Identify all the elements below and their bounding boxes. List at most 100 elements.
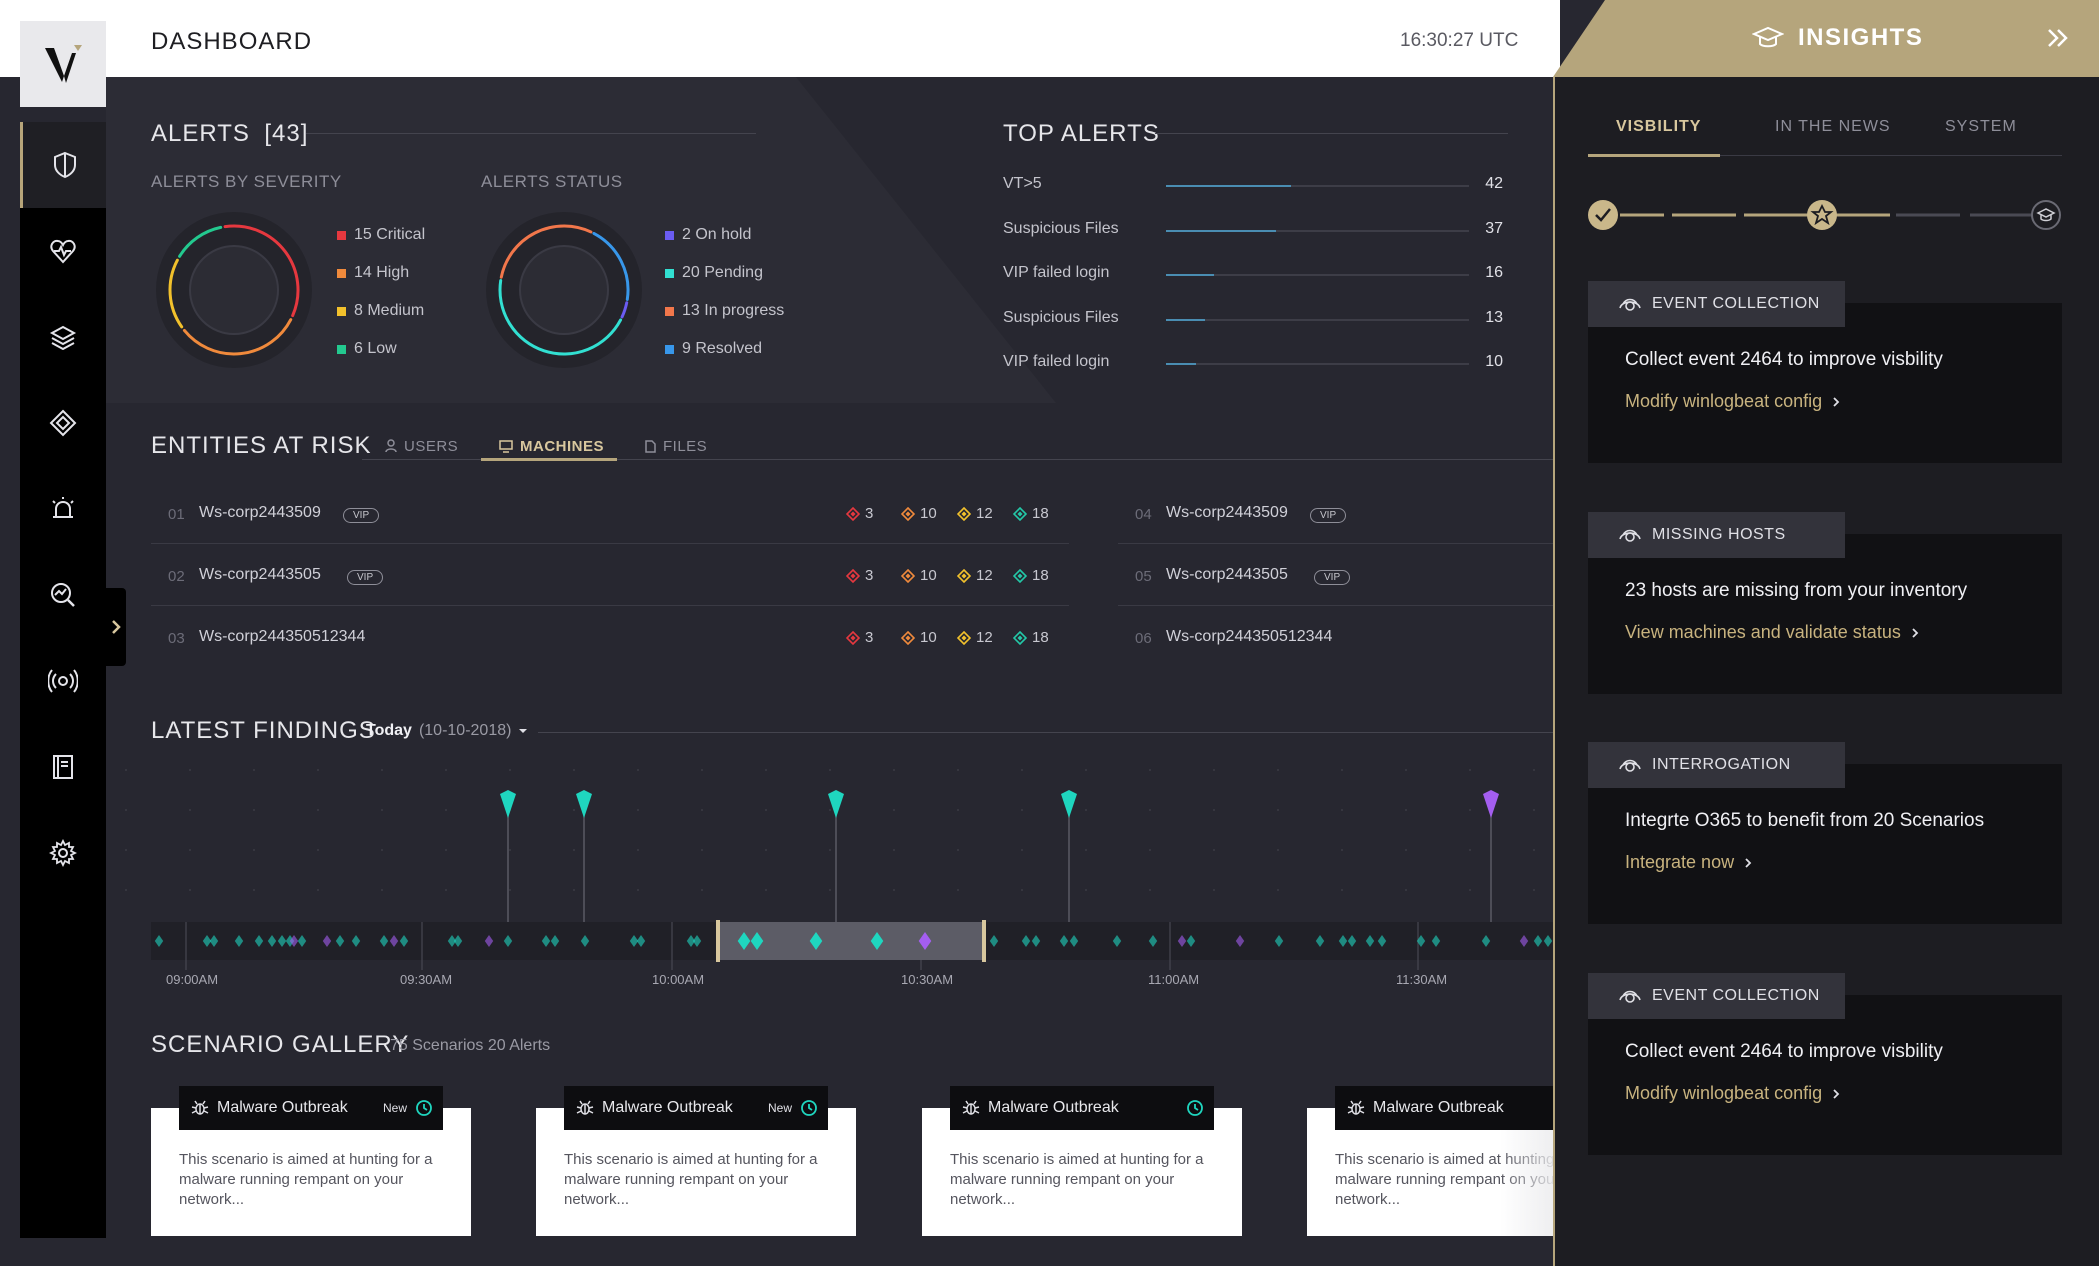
finding-pin[interactable] [500,790,516,818]
table-row[interactable]: 06 Ws-corp244350512344 [1118,608,1560,668]
collapse-insights-button[interactable] [2046,27,2070,54]
nav-item-notebook[interactable] [20,724,106,810]
scenario-card[interactable]: Malware Outbreak New This scenario is aime… [536,1086,856,1236]
finding-marker[interactable] [686,935,696,947]
finding-marker[interactable] [1112,935,1122,947]
finding-marker[interactable] [1031,935,1041,947]
scenario-card[interactable]: Malware Outbreak New This scenario is aime… [151,1086,471,1236]
risk-count[interactable]: 18 [1013,505,1049,522]
finding-marker[interactable] [277,935,287,947]
finding-marker[interactable] [1543,935,1553,947]
sidebar-expand-button[interactable] [106,588,126,666]
top-alert-row[interactable]: Suspicious Files 13 [1003,309,1503,333]
table-row[interactable]: 05 Ws-corp2443505 VIP [1118,546,1560,606]
finding-marker[interactable] [692,935,702,947]
nav-item-settings[interactable] [20,810,106,896]
finding-marker[interactable] [809,932,823,950]
finding-pin[interactable] [1483,790,1499,818]
risk-count[interactable]: 18 [1013,567,1049,584]
finding-marker[interactable] [1416,935,1426,947]
selection-handle-left[interactable] [716,920,720,962]
finding-marker[interactable] [1431,935,1441,947]
app-logo[interactable] [20,21,106,107]
finding-marker[interactable] [1481,935,1491,947]
nav-item-health[interactable] [20,208,106,294]
findings-timeline[interactable] [106,760,1560,996]
finding-marker[interactable] [1148,935,1158,947]
nav-item-layers[interactable] [20,294,106,380]
finding-marker[interactable] [750,932,764,950]
selection-handle-right[interactable] [982,920,986,962]
risk-count[interactable]: 12 [957,629,993,646]
finding-marker[interactable] [453,935,463,947]
finding-marker[interactable] [870,932,884,950]
finding-marker[interactable] [1059,935,1069,947]
risk-count[interactable]: 18 [1013,629,1049,646]
risk-count[interactable]: 10 [901,505,937,522]
risk-count[interactable]: 12 [957,505,993,522]
finding-marker[interactable] [267,935,277,947]
nav-item-alerts[interactable] [20,122,106,208]
finding-marker[interactable] [351,935,361,947]
finding-marker[interactable] [1177,935,1187,947]
finding-marker[interactable] [1533,935,1543,947]
finding-marker[interactable] [580,935,590,947]
finding-pin[interactable] [1061,790,1077,818]
findings-period-select[interactable]: Today (10-10-2018) [366,722,528,740]
finding-pin[interactable] [576,790,592,818]
risk-count[interactable]: 3 [846,567,873,584]
risk-count[interactable]: 10 [901,567,937,584]
finding-marker[interactable] [1377,935,1387,947]
scenario-card[interactable]: Malware Outbreak This scenario is aimed a… [922,1086,1242,1236]
finding-marker[interactable] [636,935,646,947]
finding-marker[interactable] [1069,935,1079,947]
insights-tab-news[interactable]: IN THE NEWS [1775,118,1891,135]
finding-marker[interactable] [1347,935,1357,947]
finding-marker[interactable] [289,935,299,947]
finding-pin[interactable] [828,790,844,818]
finding-marker[interactable] [1274,935,1284,947]
table-row[interactable]: 01 Ws-corp2443509 VIP 3 10 12 18 [151,484,1069,544]
finding-marker[interactable] [1186,935,1196,947]
risk-count[interactable]: 3 [846,629,873,646]
finding-marker[interactable] [1315,935,1325,947]
tab-users[interactable]: USERS [385,432,458,460]
insight-card-link[interactable]: Modify winlogbeat config [1625,1083,1840,1104]
finding-marker[interactable] [1235,935,1245,947]
insights-tab-system[interactable]: SYSTEM [1945,118,2017,135]
finding-marker[interactable] [1365,935,1375,947]
insight-card-link[interactable]: Modify winlogbeat config [1625,391,1840,412]
risk-count[interactable]: 12 [957,567,993,584]
finding-marker[interactable] [503,935,513,947]
table-row[interactable]: 03 Ws-corp244350512344 3 10 12 18 [151,608,1069,668]
top-alert-row[interactable]: VIP failed login 10 [1003,353,1503,377]
finding-marker[interactable] [550,935,560,947]
finding-marker[interactable] [399,935,409,947]
insight-card-link[interactable]: View machines and validate status [1625,622,1919,643]
nav-item-analytics[interactable] [20,552,106,638]
tab-files[interactable]: FILES [645,432,707,460]
finding-marker[interactable] [1519,935,1529,947]
scenario-card[interactable]: This scenario is aimed at hunting for a … [1307,1086,1560,1236]
finding-marker[interactable] [918,932,932,950]
finding-marker[interactable] [541,935,551,947]
finding-marker[interactable] [322,935,332,947]
insights-tab-visibility[interactable]: VISBILITY [1616,118,1702,135]
nav-item-alarms[interactable] [20,466,106,552]
tab-machines[interactable]: MACHINES [499,432,604,460]
nav-item-radar[interactable] [20,638,106,724]
finding-marker[interactable] [379,935,389,947]
risk-count[interactable]: 3 [846,505,873,522]
insight-card-link[interactable]: Integrate now [1625,852,1752,873]
table-row[interactable]: 02 Ws-corp2443505 VIP 3 10 12 18 [151,546,1069,606]
finding-marker[interactable] [484,935,494,947]
table-row[interactable]: 04 Ws-corp2443509 VIP [1118,484,1560,544]
finding-marker[interactable] [234,935,244,947]
finding-marker[interactable] [629,935,639,947]
finding-marker[interactable] [1021,935,1031,947]
top-alert-row[interactable]: VT>5 42 [1003,175,1503,199]
finding-marker[interactable] [335,935,345,947]
finding-marker[interactable] [1338,935,1348,947]
finding-marker[interactable] [989,935,999,947]
finding-marker[interactable] [737,932,751,950]
